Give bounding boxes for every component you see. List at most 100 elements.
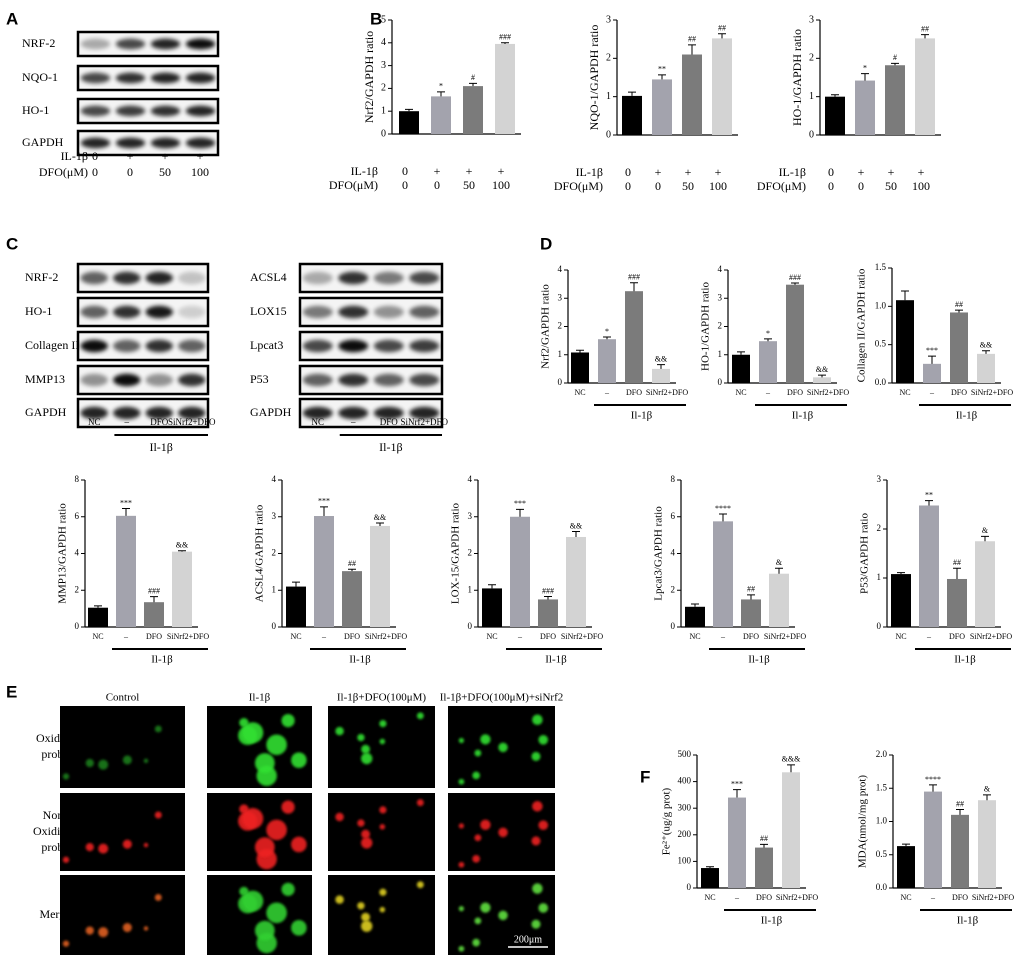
x-tick-label: DFO [951,388,967,397]
blot-band [373,339,404,353]
error-bar [925,500,933,506]
significance-label: &&& [782,755,801,764]
significance-label: ### [148,587,160,596]
cell-spot [357,902,365,910]
blot-band [80,105,111,117]
blot-band [145,339,173,353]
micrograph [60,793,185,871]
y-axis-label: Collagen II/GAPDH ratio [856,268,868,382]
y-tick-label: 4 [718,264,723,274]
blot-band [409,406,440,420]
error-bar [150,596,158,603]
bar [144,602,164,627]
y-tick-label: 2 [381,83,386,94]
x-tick-label: – [929,388,935,397]
significance-label: ### [789,273,801,282]
y-tick-label: 3 [606,14,611,25]
error-bar [603,336,611,340]
blot-band [338,271,369,285]
blot-row-label: Collagen II [25,338,79,352]
significance-label: && [176,541,189,550]
cell-spot [254,920,275,941]
y-tick-label: 2 [272,548,277,558]
cell-spot [62,773,70,780]
cell-spot [357,733,365,742]
x-tick-label: NC [900,893,911,902]
cell-spot [85,758,94,768]
error-bar [787,764,795,773]
x-tick-label: SiNrf2+DFO [365,632,408,641]
cell-spot [242,808,264,829]
y-tick-label: 1 [272,584,277,594]
micrograph [328,875,435,955]
cell-spot [416,881,424,889]
condition-value: + [655,165,662,179]
blot-band [80,406,108,420]
condition-value: + [715,165,722,179]
cell-spot [98,927,109,938]
bar [685,606,705,627]
x-tick-label: NC [899,388,910,397]
group-label: Il-1β [761,915,783,927]
y-tick-label: 0 [671,621,676,631]
blot-band [185,72,216,84]
blot-band [113,406,141,420]
y-tick-label: 3 [718,292,723,302]
bar [923,363,941,383]
y-tick-label: 8 [671,474,676,484]
y-tick-label: 300 [678,802,692,812]
cell-spot [458,778,465,785]
error-bar [981,535,989,542]
micrograph [328,793,435,871]
significance-label: ### [628,273,640,282]
y-tick-label: 1 [877,572,882,582]
significance-label: ## [953,558,961,567]
bar [951,814,969,888]
x-tick-label: DFO [787,388,803,397]
significance-label: * [439,82,443,91]
y-tick-label: 0 [809,129,814,140]
error-bar [501,42,509,44]
cell-spot [498,910,508,921]
blot-band [145,271,173,285]
condition-value: 0 [402,178,408,192]
significance-label: & [776,558,783,567]
blot-band [373,271,404,285]
cell-spot [85,926,94,935]
condition-value: + [858,165,865,179]
lane-label: NC [311,417,324,427]
y-tick-label: 3 [558,292,563,302]
y-tick-label: 1.5 [875,262,887,272]
y-axis-label: Nrf2/GAPDH ratio [540,284,552,369]
lane-label: NC [88,417,101,427]
bar [741,599,761,627]
blot-band [178,339,206,353]
blot-band [113,339,141,353]
y-tick-label: 2 [877,523,882,533]
cell-spot [458,861,465,868]
cell-spot [62,940,70,947]
blot-band [409,271,440,285]
significance-label: ** [925,490,933,499]
bar [682,54,702,135]
cell-spot [122,839,132,849]
blot-band [80,271,108,285]
group-label: Il-1β [748,654,770,666]
x-tick-label: NC [290,632,301,641]
error-bar [956,809,964,815]
blot-band [185,38,216,50]
bar [919,505,939,627]
y-tick-label: 200 [678,829,692,839]
scale-bar-label: 200μm [514,934,542,945]
cell-spot [379,806,387,814]
x-tick-label: NC [704,893,715,902]
bar [286,586,306,627]
cell-spot [281,882,295,896]
error-bar [576,349,584,353]
y-tick-label: 3 [272,511,277,521]
cell-spot [531,919,541,929]
bar [950,312,968,383]
significance-label: ## [921,24,929,33]
y-tick-label: 1 [606,91,611,102]
